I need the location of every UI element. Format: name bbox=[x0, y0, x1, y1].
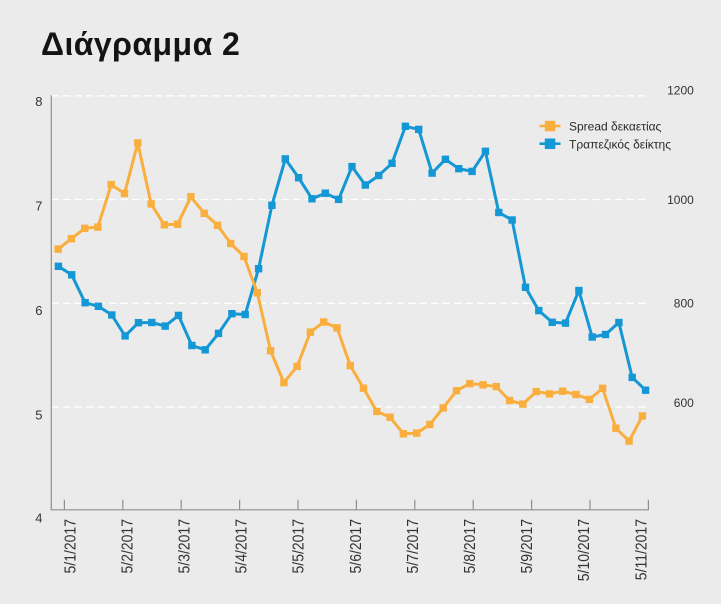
svg-text:5/10/2017: 5/10/2017 bbox=[575, 519, 593, 581]
svg-text:Τραπεζικός δείκτης: Τραπεζικός δείκτης bbox=[569, 137, 671, 151]
svg-text:5/1/2017: 5/1/2017 bbox=[61, 519, 79, 573]
svg-text:5/6/2017: 5/6/2017 bbox=[347, 519, 365, 573]
svg-text:Spread δεκαετίας: Spread δεκαετίας bbox=[569, 120, 662, 134]
svg-text:5/8/2017: 5/8/2017 bbox=[461, 519, 479, 573]
svg-text:5/5/2017: 5/5/2017 bbox=[290, 519, 308, 573]
svg-text:7: 7 bbox=[35, 199, 42, 214]
svg-text:5/4/2017: 5/4/2017 bbox=[233, 519, 251, 573]
svg-text:Διάγραμμα 2: Διάγραμμα 2 bbox=[41, 26, 240, 62]
svg-text:1000: 1000 bbox=[667, 193, 694, 207]
svg-text:5: 5 bbox=[35, 407, 42, 422]
svg-text:600: 600 bbox=[674, 396, 694, 410]
svg-text:4: 4 bbox=[35, 510, 42, 525]
svg-text:1200: 1200 bbox=[667, 83, 694, 97]
svg-text:800: 800 bbox=[674, 297, 694, 311]
svg-text:5/9/2017: 5/9/2017 bbox=[518, 519, 536, 573]
svg-text:8: 8 bbox=[35, 94, 42, 109]
svg-text:5/7/2017: 5/7/2017 bbox=[404, 519, 422, 573]
svg-text:5/11/2017: 5/11/2017 bbox=[632, 519, 650, 580]
svg-text:6: 6 bbox=[35, 303, 42, 318]
svg-text:5/3/2017: 5/3/2017 bbox=[176, 519, 194, 573]
svg-text:5/2/2017: 5/2/2017 bbox=[119, 519, 137, 573]
